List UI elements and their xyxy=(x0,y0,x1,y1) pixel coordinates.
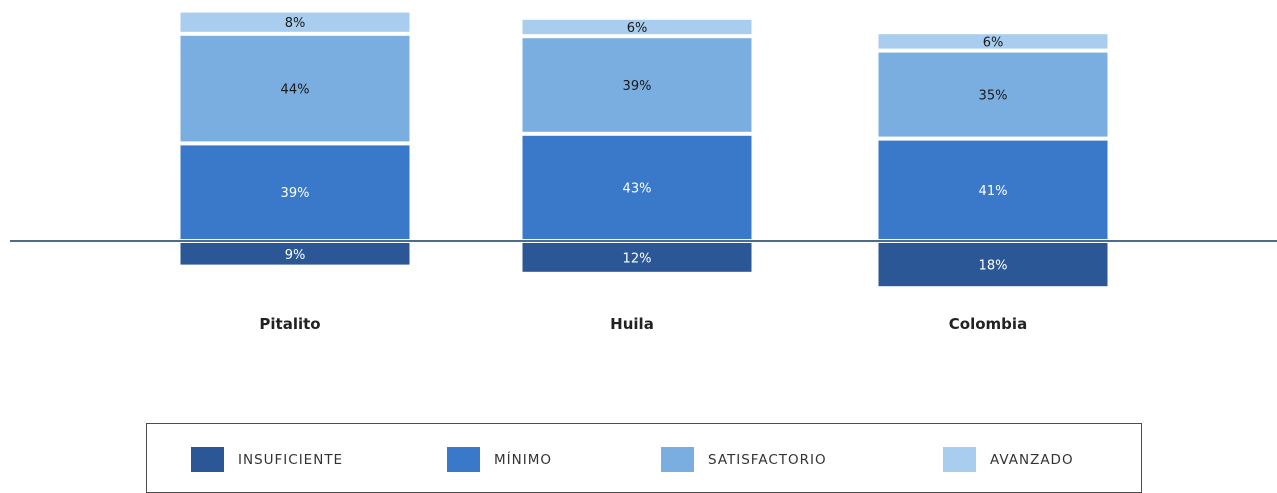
bar-label-pitalito-avanzado: 8% xyxy=(285,16,306,31)
bar-colombia-insuficiente xyxy=(878,243,1108,287)
bar-label-colombia-avanzado: 6% xyxy=(983,35,1004,50)
stacked-bar-chart: 39% 44% 8% 9% Pitalito 43% 39% 6% 12% Huila 41% 35%… xyxy=(10,12,1277,333)
bar-label-pitalito-insuficiente: 9% xyxy=(285,248,306,263)
legend-swatch-satisfactorio xyxy=(661,447,694,472)
legend-swatch-avanzado xyxy=(943,447,976,472)
legend-swatch-minimo xyxy=(447,447,480,472)
bar-label-pitalito-minimo: 39% xyxy=(281,186,310,201)
category-label-pitalito: Pitalito xyxy=(259,315,320,333)
bar-pitalito-satisfactorio xyxy=(180,35,410,142)
bar-label-huila-avanzado: 6% xyxy=(627,21,648,36)
bar-pitalito-avanzado xyxy=(180,12,410,32)
legend-label-satisfactorio: SATISFACTORIO xyxy=(708,451,827,468)
category-label-colombia: Colombia xyxy=(949,315,1027,333)
bar-pitalito-insuficiente xyxy=(180,243,410,265)
category-label-huila: Huila xyxy=(610,315,654,333)
legend-label-insuficiente: INSUFICIENTE xyxy=(238,451,344,468)
bar-huila-avanzado xyxy=(522,19,752,35)
bar-colombia-minimo xyxy=(878,140,1108,239)
bar-label-colombia-satisfactorio: 35% xyxy=(979,89,1008,104)
bar-colombia-satisfactorio xyxy=(878,52,1108,137)
legend-item-minimo: MÍNIMO xyxy=(447,447,552,472)
bar-label-colombia-minimo: 41% xyxy=(979,184,1008,199)
legend-item-insuficiente: INSUFICIENTE xyxy=(191,447,343,472)
bar-colombia-avanzado xyxy=(878,34,1108,49)
legend-label-minimo: MÍNIMO xyxy=(494,451,552,468)
bar-huila-satisfactorio xyxy=(522,38,752,132)
bar-label-pitalito-satisfactorio: 44% xyxy=(281,83,310,98)
chart-legend: INSUFICIENTE MÍNIMO SATISFACTORIO AVANZA… xyxy=(146,423,1142,493)
bar-label-huila-satisfactorio: 39% xyxy=(623,79,652,94)
legend-item-satisfactorio: SATISFACTORIO xyxy=(661,447,827,472)
bar-huila-insuficiente xyxy=(522,243,752,272)
bar-pitalito-minimo xyxy=(180,145,410,239)
bar-huila-minimo xyxy=(522,135,752,239)
bar-label-huila-insuficiente: 12% xyxy=(623,251,652,266)
bar-label-colombia-insuficiente: 18% xyxy=(979,259,1008,274)
bar-label-huila-minimo: 43% xyxy=(623,181,652,196)
legend-label-avanzado: AVANZADO xyxy=(990,451,1074,468)
legend-item-avanzado: AVANZADO xyxy=(943,447,1074,472)
legend-swatch-insuficiente xyxy=(191,447,224,472)
